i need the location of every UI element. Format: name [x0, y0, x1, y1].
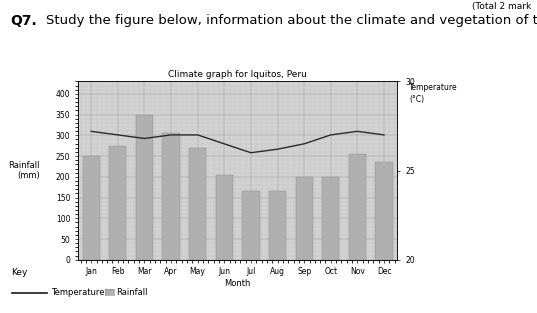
Bar — [109, 146, 126, 260]
Bar — [269, 191, 286, 260]
Bar — [136, 115, 153, 260]
Bar — [349, 154, 366, 260]
Bar — [242, 191, 259, 260]
Text: Key: Key — [11, 268, 27, 277]
Text: Temperature: Temperature — [51, 289, 105, 297]
Text: Study the figure below, information about the climate and vegetation of tropical: Study the figure below, information abou… — [46, 14, 537, 27]
X-axis label: Month: Month — [224, 279, 251, 288]
Y-axis label: Rainfall
(mm): Rainfall (mm) — [8, 161, 40, 180]
Title: Climate graph for Iquitos, Peru: Climate graph for Iquitos, Peru — [168, 70, 307, 79]
Text: (Total 2 mark: (Total 2 mark — [473, 2, 532, 11]
Bar — [216, 175, 233, 260]
Text: Rainfall: Rainfall — [117, 289, 148, 297]
Text: Q7.: Q7. — [11, 14, 38, 28]
Text: Temperature: Temperature — [409, 83, 458, 92]
Bar — [295, 177, 313, 260]
Bar — [83, 156, 100, 260]
Bar — [375, 162, 393, 260]
Text: (°C): (°C) — [409, 95, 424, 105]
Bar — [189, 148, 206, 260]
Bar — [322, 177, 339, 260]
Bar — [162, 133, 180, 260]
